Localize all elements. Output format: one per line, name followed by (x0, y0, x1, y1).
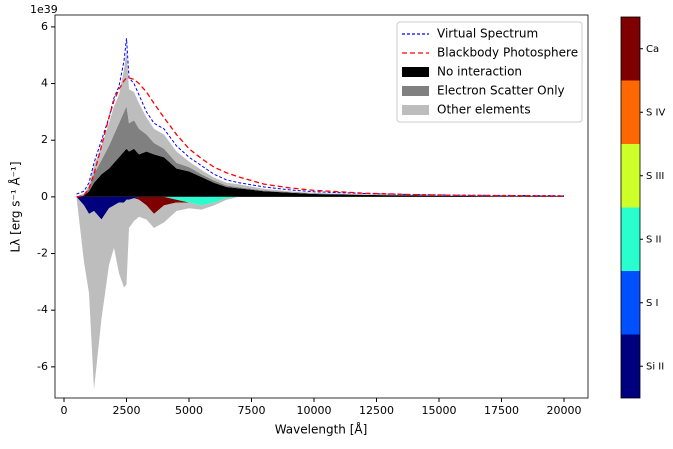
colorbar-segment (621, 144, 640, 208)
x-tick-label: 17500 (484, 404, 519, 417)
x-tick-label: 7500 (238, 404, 266, 417)
plot-frame (54, 14, 589, 399)
legend-patch (402, 105, 429, 115)
colorbar-segment (621, 17, 640, 81)
stacked-area (76, 106, 564, 197)
legend-label: No interaction (437, 65, 522, 79)
x-tick-label: 12500 (359, 404, 394, 417)
stacked-area (76, 148, 564, 197)
legend-patch (402, 86, 429, 96)
legend-label: Virtual Spectrum (437, 27, 538, 41)
y-tick-label: 6 (41, 20, 48, 33)
absorption-area (76, 196, 564, 220)
legend-patch (402, 67, 429, 77)
legend-box (396, 21, 583, 123)
y-tick-label: -6 (37, 360, 48, 373)
x-tick-label: 15000 (422, 404, 457, 417)
y-tick-label: -2 (37, 247, 48, 260)
legend-label: Blackbody Photosphere (437, 46, 578, 60)
x-tick-label: 5000 (175, 404, 203, 417)
spectrum-line (76, 38, 565, 197)
y-tick-label: 2 (41, 133, 48, 146)
colorbar-label: Ca (646, 44, 659, 55)
colorbar-label: S I (646, 298, 658, 309)
colorbar-segment (621, 334, 640, 398)
colorbar-segment (621, 271, 640, 335)
legend-label: Other elements (437, 103, 531, 117)
colorbar-label: S III (646, 171, 664, 182)
x-tick-label: 10000 (297, 404, 332, 417)
colorbar-label: S II (646, 234, 661, 245)
x-axis-label: Wavelength [Å] (275, 422, 368, 437)
stacked-area (76, 49, 564, 197)
colorbar-segment (621, 207, 640, 271)
spectrum-line (76, 77, 565, 198)
y-tick-label: 4 (41, 77, 48, 90)
colorbar-frame (620, 16, 641, 399)
x-tick-label: 0 (61, 404, 68, 417)
x-tick-label: 20000 (547, 404, 582, 417)
y-tick-label: -4 (37, 303, 48, 316)
absorption-area (76, 196, 564, 220)
offset-label: 1e39 (30, 3, 58, 16)
x-tick-label: 2500 (113, 404, 141, 417)
colorbar-label: S IV (646, 107, 665, 118)
y-tick-label: 0 (41, 190, 48, 203)
absorption-area (76, 196, 564, 390)
legend-label: Electron Scatter Only (437, 84, 565, 98)
colorbar-label: Si II (646, 361, 664, 372)
y-axis-label: Lλ [erg s⁻¹ Å⁻¹] (8, 161, 23, 252)
colorbar-segment (621, 80, 640, 144)
